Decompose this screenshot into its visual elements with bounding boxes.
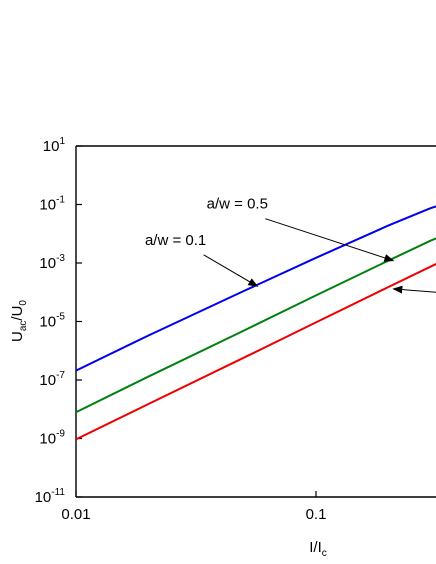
y-tick-label-exponent: -3 <box>56 253 65 264</box>
y-tick-label-base: 10 <box>39 197 56 214</box>
y-tick-label-exponent: -5 <box>56 312 65 323</box>
annotation-arrow-3 <box>392 285 436 294</box>
y-tick-label-exponent: -11 <box>51 487 65 498</box>
x-axis-label-sub: c <box>322 548 327 559</box>
x-axis-label-main: I/I <box>309 539 322 556</box>
x-axis-label: I/Ic <box>309 539 327 559</box>
y-tick-label-exponent: -1 <box>56 195 65 206</box>
annotation-arrow-1 <box>265 218 395 262</box>
x-tick-label: 0.1 <box>306 506 327 523</box>
series-line-1 <box>76 205 436 372</box>
y-axis-label-sub2: 0 <box>18 300 29 306</box>
series-line-2 <box>76 237 436 414</box>
y-tick-label-base: 10 <box>39 314 56 331</box>
y-tick-label-exponent: -7 <box>56 370 65 381</box>
y-tick-label: 10-7 <box>39 370 65 389</box>
y-tick-label-exponent: -9 <box>56 429 65 440</box>
y-tick-label-base: 10 <box>43 138 60 155</box>
y-tick-label: 10-5 <box>39 312 65 331</box>
y-axis-label-main1: U <box>9 331 26 342</box>
y-tick-label-base: 10 <box>39 372 56 389</box>
y-axis-label: Uac/U0 <box>9 300 29 342</box>
y-tick-label: 10-1 <box>39 195 65 214</box>
y-tick-label: 10-9 <box>39 429 65 448</box>
annotation-label-2: a/w = 0.1 <box>145 232 206 249</box>
y-tick-label-base: 10 <box>39 431 56 448</box>
annotation-label-1: a/w = 0.5 <box>207 196 268 213</box>
annotation-layer: a/w = 0.5a/w = 0.1a/ <box>145 196 436 294</box>
y-tick-label: 10-3 <box>39 253 65 272</box>
y-tick-label: 101 <box>43 136 66 155</box>
y-tick-label-exponent: 1 <box>59 136 65 147</box>
y-tick-label-base: 10 <box>35 489 52 506</box>
annotation-arrow-2 <box>203 254 259 287</box>
series-layer <box>76 205 436 441</box>
x-axis-ticks: 0.01 0.1 <box>61 491 326 523</box>
y-tick-label-base: 10 <box>39 255 56 272</box>
y-axis-label-sub1: ac <box>18 321 29 332</box>
series-line-3 <box>76 262 436 441</box>
y-tick-label: 10-11 <box>35 487 66 506</box>
x-tick-label: 0.01 <box>61 506 90 523</box>
y-axis-label-main2: /U <box>9 306 26 321</box>
